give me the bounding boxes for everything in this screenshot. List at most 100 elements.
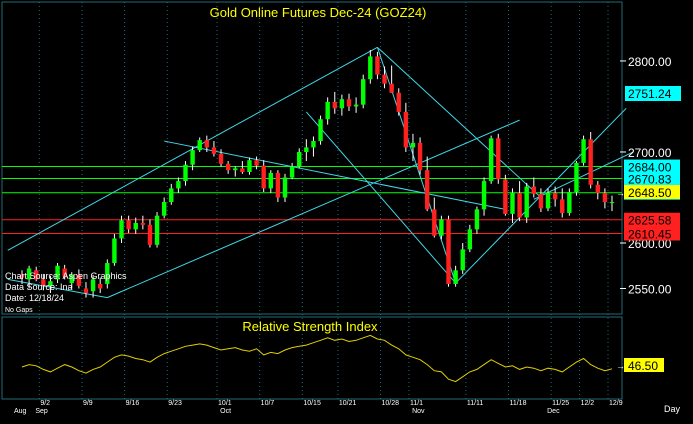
candle-25 [197,137,202,152]
candle-77 [567,188,572,216]
candle-14 [119,215,124,244]
candle-body-49 [368,56,373,80]
candle-55 [410,133,416,162]
candle-48 [361,74,366,109]
candle-39 [297,148,302,169]
candle-56 [417,137,423,175]
candle-78 [574,161,579,196]
candle-2 [34,266,39,282]
candle-body-47 [353,104,359,107]
level-label-bg-3 [624,212,680,227]
candle-36 [275,170,281,203]
candle-body-10 [90,279,96,292]
x-day-label-11: 11/18 [509,400,526,407]
candle-8 [76,269,82,289]
candle-body-69 [510,192,515,214]
trend-line-down-3 [305,111,456,284]
candle-body-40 [304,147,309,152]
channel-price-label: 2751.24 [628,87,672,101]
candle-47 [353,97,359,113]
candle-27 [211,141,217,157]
candle-60 [446,215,451,287]
candle-10 [90,274,96,298]
candle-body-73 [538,193,544,209]
candle-body-52 [389,83,394,93]
candle-12 [105,259,110,289]
x-month-label-2: Oct [220,408,231,415]
candle-57 [424,156,430,212]
candle-43 [325,97,330,125]
candle-body-2 [34,270,39,280]
last-price-label-bg [624,185,680,199]
candle-body-55 [410,142,416,148]
x-unit-label: Day [664,404,681,414]
candle-body-81 [595,184,600,193]
x-day-label-9: 11/1 [410,400,423,407]
candle-28 [218,149,224,167]
candle-body-57 [424,170,430,210]
candle-21 [169,183,174,205]
candle-66 [488,135,494,184]
rsi-title: Relative Strength Index [242,319,378,334]
candle-40 [304,139,309,162]
candle-1 [26,265,32,289]
candle-body-72 [531,186,537,194]
candle-body-62 [460,249,465,271]
candle-body-8 [76,274,82,286]
candle-body-51 [382,74,387,84]
candle-body-74 [545,192,551,209]
candle-body-11 [97,283,103,289]
candle-33 [254,156,259,170]
candle-75 [552,186,558,207]
candle-body-77 [567,192,572,213]
x-day-label-8: 10/28 [382,400,400,407]
candle-34 [261,160,266,193]
candle-body-17 [140,222,146,225]
candle-0 [19,270,25,284]
candle-52 [389,65,394,93]
candle-44 [332,91,337,114]
y-tick-label-3: 2800.00 [628,55,672,69]
x-day-label-6: 10/15 [303,400,321,407]
level-label-1: 2670.83 [628,173,672,187]
y-tick-label-2: 2700.00 [628,146,672,160]
candle-3 [41,273,46,291]
level-label-bg-0 [624,159,680,174]
candle-body-21 [169,188,174,203]
rsi-value-label-bg [624,358,664,372]
x-day-label-12: 11/25 [552,400,569,407]
candle-53 [396,88,401,116]
candle-81 [595,181,600,200]
candle-41 [311,136,316,157]
candle-body-31 [240,168,245,173]
candle-body-12 [105,263,110,284]
candle-5 [55,263,60,284]
candle-62 [460,243,465,274]
x-day-label-4: 10/1 [218,400,232,407]
candle-body-38 [289,166,295,178]
no-gaps-label: No Gaps [5,307,33,314]
channel-price-label-bg [625,86,681,101]
trend-line-down-2 [377,46,542,198]
candle-body-58 [432,209,437,236]
x-month-label-1: Sep [35,408,48,415]
candle-59 [439,215,444,240]
candle-body-67 [496,138,501,180]
candle-body-36 [275,172,281,198]
candle-54 [403,102,409,152]
candle-30 [233,166,238,177]
candle-23 [183,161,188,186]
x-month-label-3: Nov [412,408,425,415]
candle-body-23 [183,164,188,182]
candle-body-15 [126,220,131,230]
y-tick-label-0: 2550.00 [628,283,672,297]
candle-body-65 [481,181,487,210]
candle-13 [112,233,117,266]
candle-71 [524,182,529,223]
candle-body-68 [503,179,508,214]
rsi-value-label: 46.50 [628,359,658,373]
candle-body-19 [154,215,160,245]
level-label-bg-1 [624,171,680,186]
candle-body-83 [609,202,615,204]
candle-70 [517,181,522,222]
